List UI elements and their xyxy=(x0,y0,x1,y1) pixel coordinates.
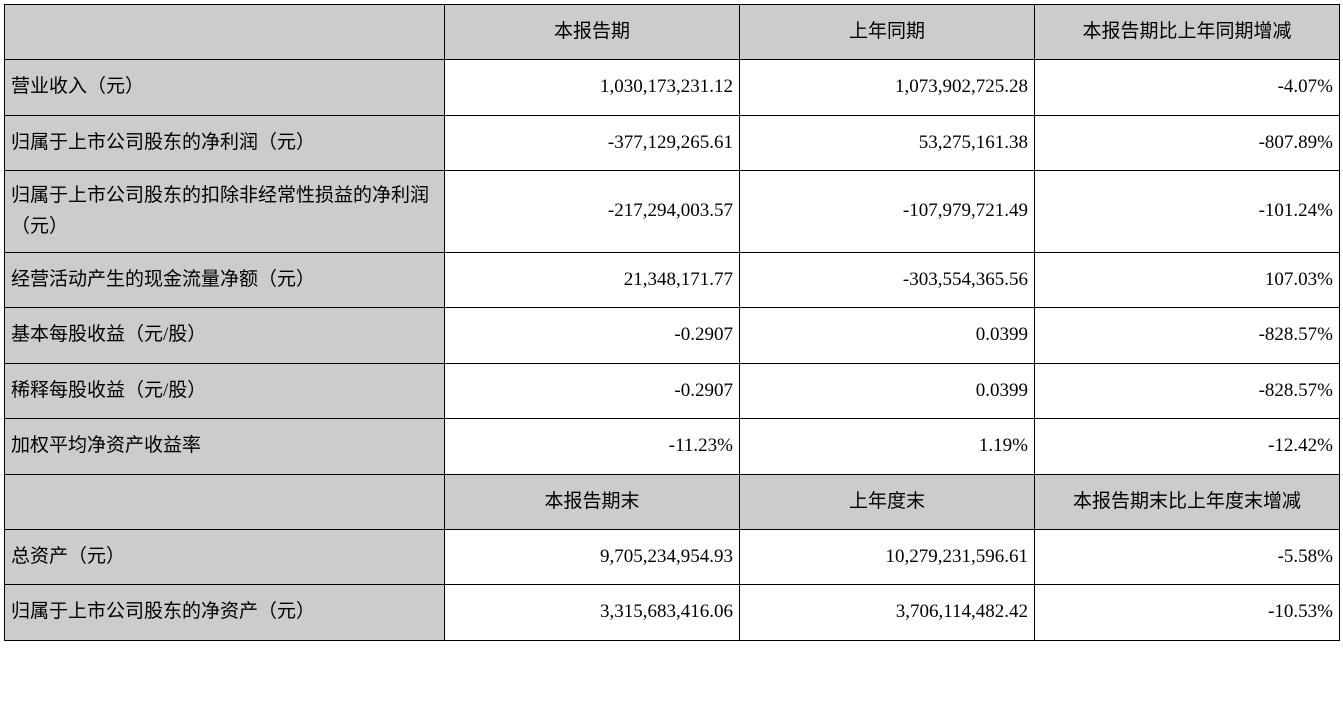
cell-prior: -107,979,721.49 xyxy=(740,171,1035,253)
header-empty xyxy=(5,474,445,529)
header-row-2: 本报告期末 上年度末 本报告期末比上年度末增减 xyxy=(5,474,1340,529)
row-label: 加权平均净资产收益率 xyxy=(5,419,445,474)
cell-prior: 1.19% xyxy=(740,419,1035,474)
table-row: 加权平均净资产收益率 -11.23% 1.19% -12.42% xyxy=(5,419,1340,474)
table-row: 归属于上市公司股东的扣除非经常性损益的净利润（元） -217,294,003.5… xyxy=(5,171,1340,253)
cell-change: -10.53% xyxy=(1035,585,1340,640)
cell-change: -12.42% xyxy=(1035,419,1340,474)
cell-current: 1,030,173,231.12 xyxy=(445,60,740,115)
cell-current: -0.2907 xyxy=(445,363,740,418)
cell-current: -377,129,265.61 xyxy=(445,115,740,170)
row-label: 营业收入（元） xyxy=(5,60,445,115)
cell-change: -101.24% xyxy=(1035,171,1340,253)
cell-change: -828.57% xyxy=(1035,363,1340,418)
cell-current: -11.23% xyxy=(445,419,740,474)
cell-change: 107.03% xyxy=(1035,252,1340,307)
header-current: 本报告期 xyxy=(445,5,740,60)
row-label: 基本每股收益（元/股） xyxy=(5,308,445,363)
row-label: 归属于上市公司股东的净利润（元） xyxy=(5,115,445,170)
cell-prior: 0.0399 xyxy=(740,308,1035,363)
header-prior-end: 上年度末 xyxy=(740,474,1035,529)
header-empty xyxy=(5,5,445,60)
table-row: 营业收入（元） 1,030,173,231.12 1,073,902,725.2… xyxy=(5,60,1340,115)
cell-prior: -303,554,365.56 xyxy=(740,252,1035,307)
cell-current: -217,294,003.57 xyxy=(445,171,740,253)
header-change: 本报告期比上年同期增减 xyxy=(1035,5,1340,60)
cell-change: -5.58% xyxy=(1035,529,1340,584)
cell-change: -807.89% xyxy=(1035,115,1340,170)
row-label: 总资产（元） xyxy=(5,529,445,584)
table-row: 经营活动产生的现金流量净额（元） 21,348,171.77 -303,554,… xyxy=(5,252,1340,307)
table-row: 总资产（元） 9,705,234,954.93 10,279,231,596.6… xyxy=(5,529,1340,584)
cell-prior: 53,275,161.38 xyxy=(740,115,1035,170)
cell-prior: 0.0399 xyxy=(740,363,1035,418)
header-prior: 上年同期 xyxy=(740,5,1035,60)
row-label: 经营活动产生的现金流量净额（元） xyxy=(5,252,445,307)
cell-current: 21,348,171.77 xyxy=(445,252,740,307)
cell-current: 9,705,234,954.93 xyxy=(445,529,740,584)
table-row: 基本每股收益（元/股） -0.2907 0.0399 -828.57% xyxy=(5,308,1340,363)
table-row: 归属于上市公司股东的净资产（元） 3,315,683,416.06 3,706,… xyxy=(5,585,1340,640)
table-body: 本报告期 上年同期 本报告期比上年同期增减 营业收入（元） 1,030,173,… xyxy=(5,5,1340,641)
financial-table: 本报告期 上年同期 本报告期比上年同期增减 营业收入（元） 1,030,173,… xyxy=(4,4,1340,641)
table-row: 归属于上市公司股东的净利润（元） -377,129,265.61 53,275,… xyxy=(5,115,1340,170)
header-current-end: 本报告期末 xyxy=(445,474,740,529)
cell-prior: 1,073,902,725.28 xyxy=(740,60,1035,115)
cell-prior: 3,706,114,482.42 xyxy=(740,585,1035,640)
header-change-end: 本报告期末比上年度末增减 xyxy=(1035,474,1340,529)
row-label: 归属于上市公司股东的净资产（元） xyxy=(5,585,445,640)
table-row: 稀释每股收益（元/股） -0.2907 0.0399 -828.57% xyxy=(5,363,1340,418)
row-label: 归属于上市公司股东的扣除非经常性损益的净利润（元） xyxy=(5,171,445,253)
row-label: 稀释每股收益（元/股） xyxy=(5,363,445,418)
cell-current: -0.2907 xyxy=(445,308,740,363)
cell-change: -828.57% xyxy=(1035,308,1340,363)
cell-prior: 10,279,231,596.61 xyxy=(740,529,1035,584)
cell-change: -4.07% xyxy=(1035,60,1340,115)
header-row-1: 本报告期 上年同期 本报告期比上年同期增减 xyxy=(5,5,1340,60)
cell-current: 3,315,683,416.06 xyxy=(445,585,740,640)
